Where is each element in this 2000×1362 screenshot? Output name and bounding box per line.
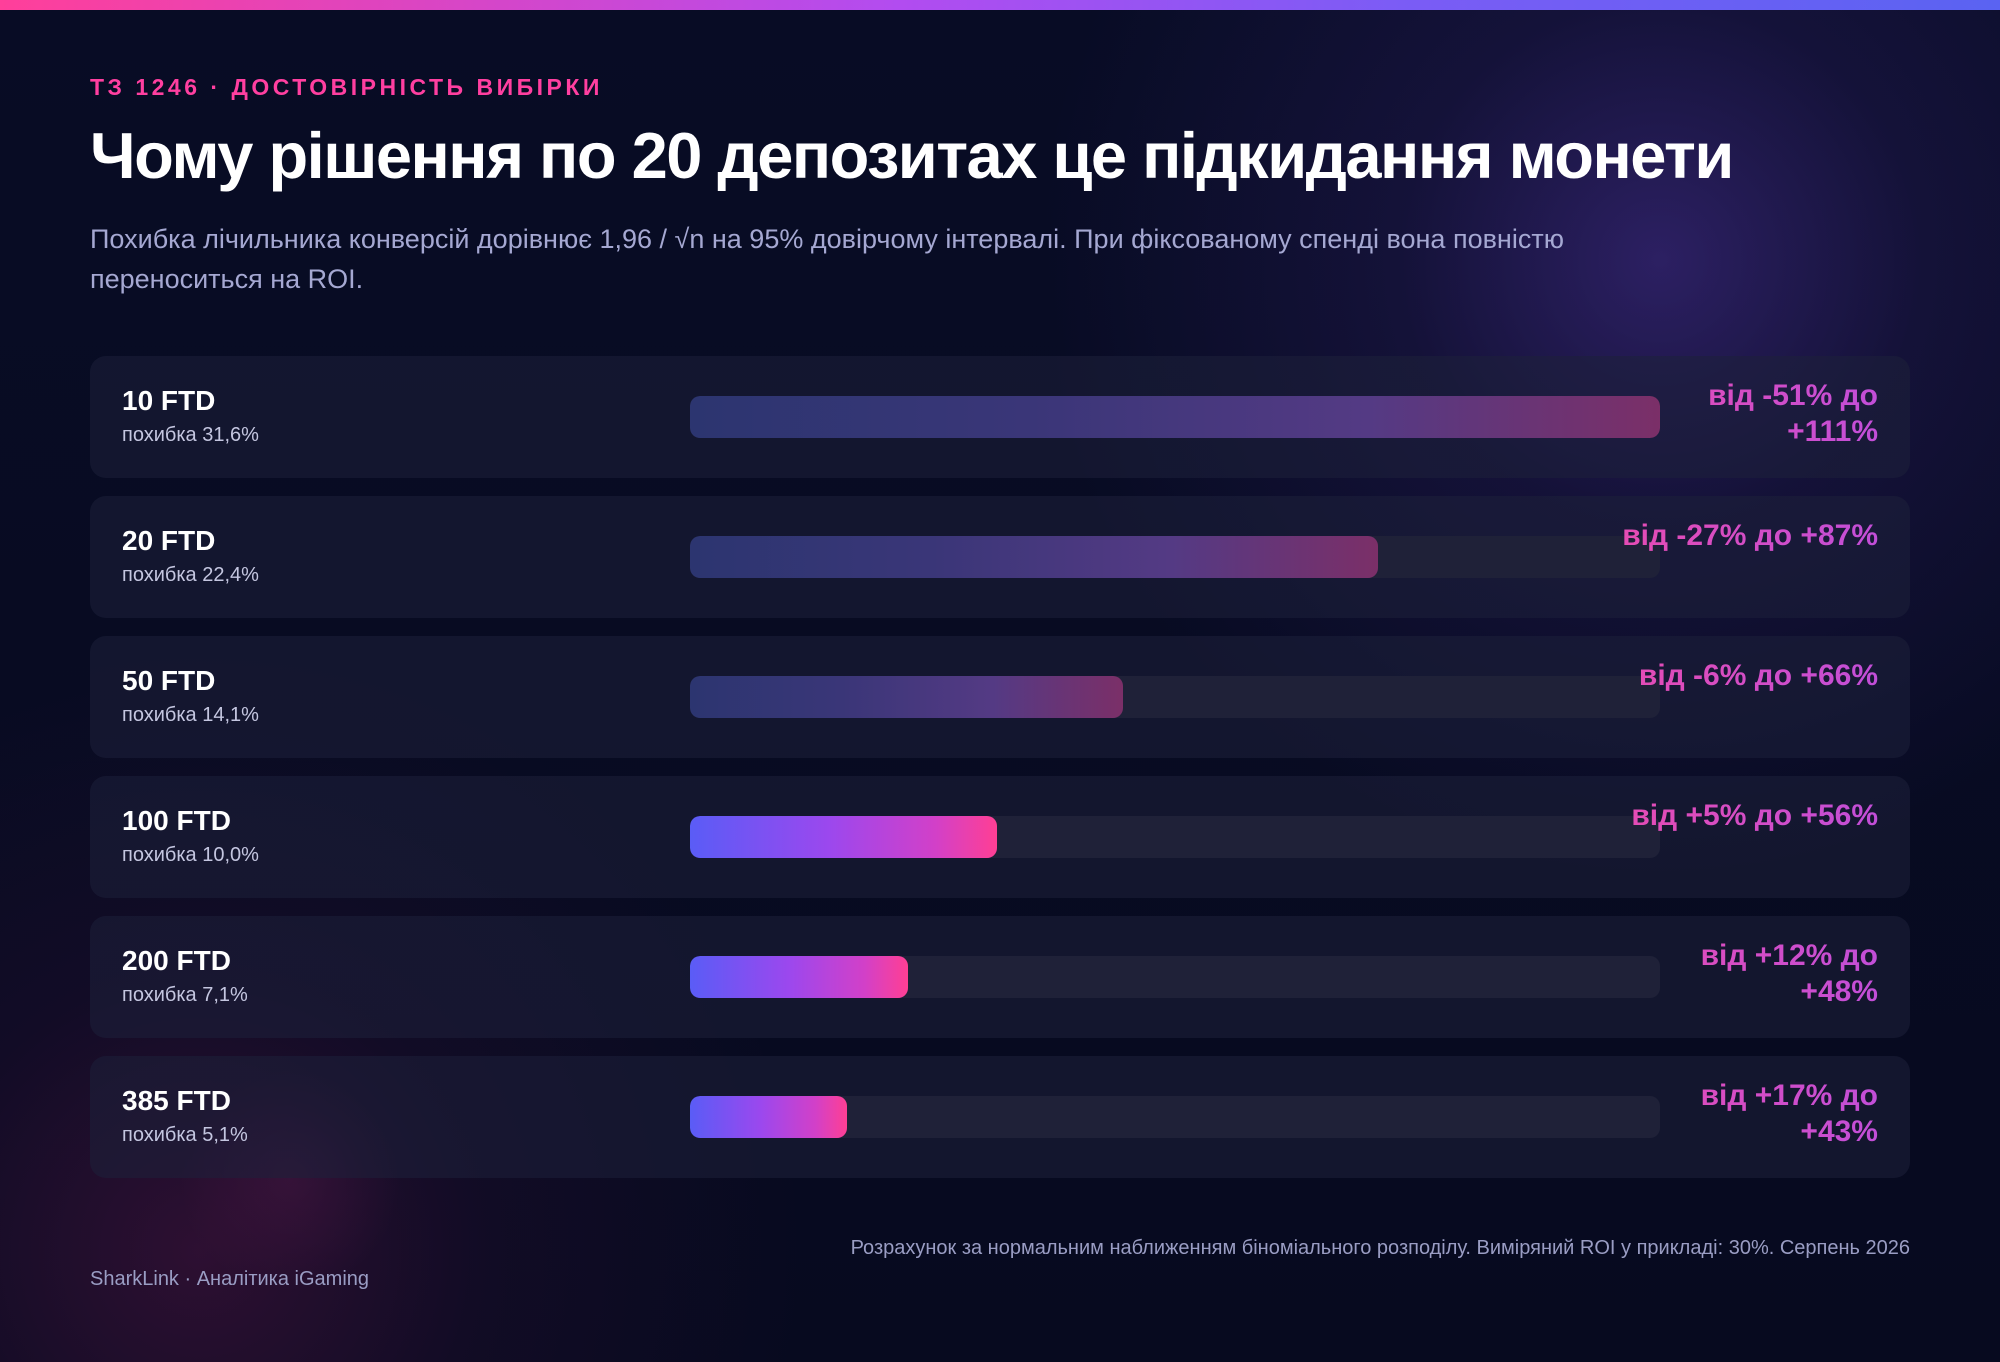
row-error: похибка 7,1%	[122, 984, 248, 1006]
roi-range: від +5% до +56%	[1618, 798, 1878, 834]
row-error: похибка 31,6%	[122, 424, 259, 446]
roi-range: від +17% до +43%	[1618, 1078, 1878, 1150]
bar-track	[690, 536, 1660, 578]
page-subtitle: Похибка лічильника конверсій дорівнює 1,…	[90, 224, 1564, 294]
roi-range: від -51% до +111%	[1618, 378, 1878, 450]
bar-fill	[690, 1096, 847, 1138]
row-error: похибка 5,1%	[122, 1124, 248, 1146]
chart-row: 20 FTD похибка 22,4% від -27% до +87%	[90, 496, 1910, 618]
row-label: 100 FTD	[122, 805, 231, 836]
footer-note: Розрахунок за нормальним наближенням бін…	[850, 1237, 1910, 1259]
chart-row: 100 FTD похибка 10,0% від +5% до +56%	[90, 776, 1910, 898]
footer-brand: SharkLink · Аналітика iGaming	[90, 1268, 370, 1290]
bar-track	[690, 816, 1660, 858]
bar-fill	[690, 816, 997, 858]
chart-row: 385 FTD похибка 5,1% від +17% до +43%	[90, 1056, 1910, 1178]
row-label: 20 FTD	[122, 525, 216, 556]
roi-range: від -6% до +66%	[1618, 658, 1878, 694]
top-accent-bar	[0, 0, 2000, 10]
row-label: 385 FTD	[122, 1085, 231, 1116]
bar-fill	[690, 956, 908, 998]
bar-fill	[690, 396, 1660, 438]
bar-track	[690, 956, 1660, 998]
chart-row: 10 FTD похибка 31,6% від -51% до +111%	[90, 356, 1910, 478]
chart-row: 200 FTD похибка 7,1% від +12% до +48%	[90, 916, 1910, 1038]
bar-fill	[690, 536, 1378, 578]
chart-row: 50 FTD похибка 14,1% від -6% до +66%	[90, 636, 1910, 758]
page-title: Чому рішення по 20 депозитах це підкидан…	[90, 119, 1734, 192]
roi-range: від -27% до +87%	[1618, 518, 1878, 554]
bar-track	[690, 1096, 1660, 1138]
row-error: похибка 22,4%	[122, 564, 259, 586]
row-label: 50 FTD	[122, 665, 216, 696]
bar-track	[690, 396, 1660, 438]
bar-track	[690, 676, 1660, 718]
bar-fill	[690, 676, 1123, 718]
row-label: 200 FTD	[122, 945, 231, 976]
row-error: похибка 14,1%	[122, 704, 259, 726]
roi-range: від +12% до +48%	[1618, 938, 1878, 1010]
row-label: 10 FTD	[122, 385, 216, 416]
row-error: похибка 10,0%	[122, 844, 259, 866]
kicker: ТЗ 1246 · ДОСТОВІРНІСТЬ ВИБІРКИ	[90, 74, 603, 100]
